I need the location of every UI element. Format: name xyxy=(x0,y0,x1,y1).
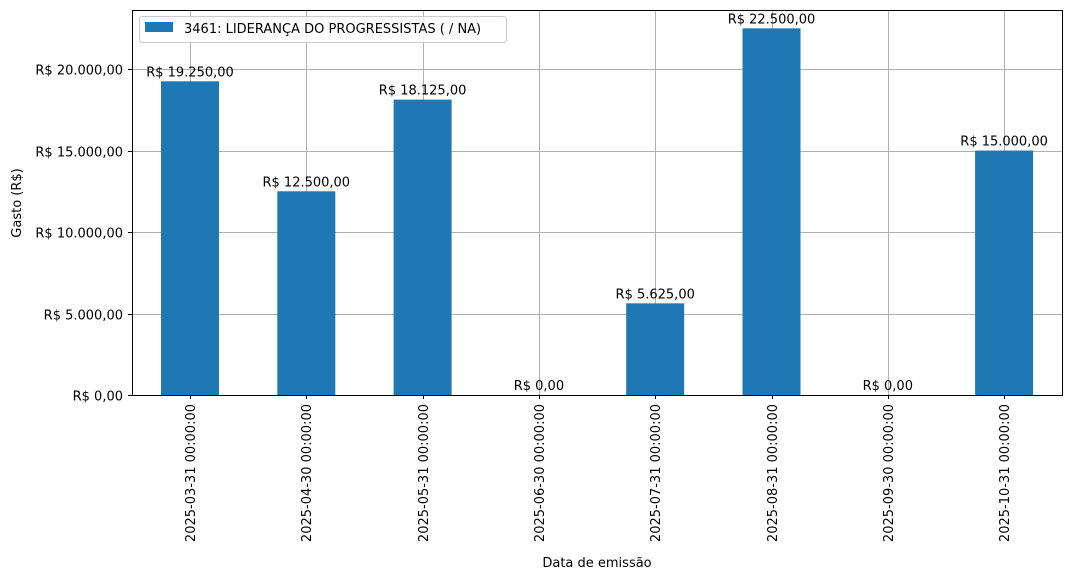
legend-swatch xyxy=(145,22,173,32)
x-tick-label: 2025-07-31 00:00:00 xyxy=(649,404,664,542)
bar-value-label: R$ 15.000,00 xyxy=(960,135,1048,150)
y-tick-label: R$ 5.000,00 xyxy=(44,309,123,324)
legend: 3461: LIDERANÇA DO PROGRESSISTAS ( / NA) xyxy=(139,16,507,43)
bar xyxy=(393,99,452,395)
x-tick-label: 2025-05-31 00:00:00 xyxy=(417,404,432,542)
x-axis-title: Data de emissão xyxy=(542,556,651,571)
grid-lines xyxy=(132,10,1062,396)
bar xyxy=(277,191,336,395)
bar-value-label: R$ 12.500,00 xyxy=(262,175,350,190)
bar-value-label: R$ 18.125,00 xyxy=(379,84,467,99)
x-axis-ticks: 2025-03-31 00:00:00 2025-04-30 00:00:00 20… xyxy=(184,395,1013,542)
bar-value-labels: R$ 19.250,00 R$ 12.500,00 R$ 18.125,00 R$ 0… xyxy=(146,12,1048,394)
x-tick-label: 2025-08-31 00:00:00 xyxy=(766,404,781,542)
bar xyxy=(742,28,801,395)
x-tick-label: 2025-06-30 00:00:00 xyxy=(533,404,548,542)
y-axis-title: Gasto (R$) xyxy=(10,168,25,237)
y-tick-label: R$ 10.000,00 xyxy=(35,227,123,242)
x-tick-label: 2025-04-30 00:00:00 xyxy=(300,404,315,542)
y-axis-ticks: R$ 0,00 R$ 5.000,00 R$ 10.000,00 R$ 15.000,… xyxy=(35,64,132,405)
legend-label: 3461: LIDERANÇA DO PROGRESSISTAS ( / NA) xyxy=(184,22,481,37)
y-tick-label: R$ 0,00 xyxy=(73,390,123,405)
bar xyxy=(626,303,685,395)
bar xyxy=(161,81,219,395)
x-tick-label: 2025-03-31 00:00:00 xyxy=(184,404,199,542)
y-tick-label: R$ 20.000,00 xyxy=(35,64,123,79)
x-tick-label: 2025-09-30 00:00:00 xyxy=(882,404,897,542)
bar-value-label: R$ 0,00 xyxy=(863,379,913,394)
bars xyxy=(161,28,1034,395)
legend-frame xyxy=(139,16,507,43)
bar-value-label: R$ 22.500,00 xyxy=(728,12,816,27)
bar-value-label: R$ 0,00 xyxy=(514,379,564,394)
x-tick-label: 2025-10-31 00:00:00 xyxy=(998,404,1013,542)
bar-value-label: R$ 5.625,00 xyxy=(616,287,695,302)
bar-value-label: R$ 19.250,00 xyxy=(146,65,234,80)
bar xyxy=(975,150,1034,395)
plot-frame xyxy=(132,10,1063,396)
y-tick-label: R$ 15.000,00 xyxy=(35,146,123,161)
